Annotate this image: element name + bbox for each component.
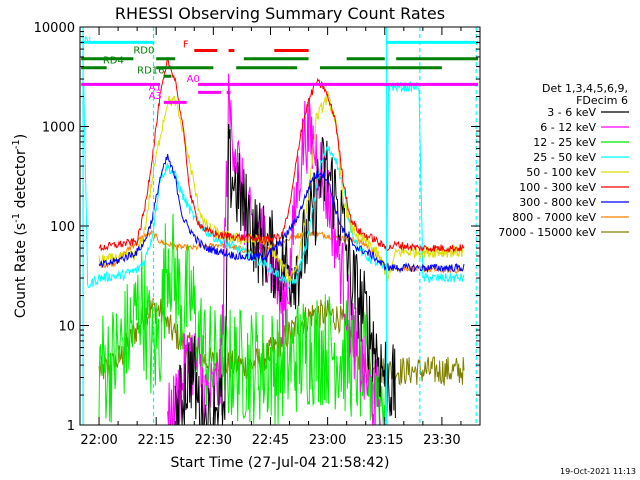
series-line [98,153,465,274]
y-axis-label-part: detector [13,149,29,213]
status-label: A0 [187,74,200,85]
legend-entry-label: 25 - 50 keV [533,151,596,164]
series-line [98,57,465,254]
timestamp: 19-Oct-2021 11:13 [560,467,636,476]
series-line [83,81,465,290]
y-axis-label-part: ) [13,134,29,139]
status-label: RD4 [103,55,124,66]
y-tick-label: 10000 [34,21,75,36]
chart-title: RHESSI Observing Summary Count Rates [115,4,445,23]
legend-entry-label: 50 - 100 keV [526,166,596,179]
series-line [167,73,381,426]
data-series [83,57,465,426]
series-line [98,213,388,426]
legend-entry-label: 100 - 300 keV [519,181,596,194]
status-label: N [84,36,91,47]
x-axis-label: Start Time (27-Jul-04 21:58:42) [170,455,389,471]
legend-entry-label: 300 - 800 keV [519,196,596,209]
x-tick-label: 22:30 [195,433,232,448]
status-label: A3 [149,91,162,102]
status-label: A1 [149,83,162,94]
status-label: RD0 [133,46,154,57]
y-axis-label-part: -1 [11,139,22,149]
status-label: F [183,40,189,51]
legend-header: FDecim 6 [576,94,628,107]
y-axis-label-part: Count Rate (s [13,223,29,318]
x-tick-label: 23:15 [366,433,403,448]
legend-entry-label: 7000 - 15000 keV [498,226,596,239]
legend-header: Det 1,3,4,5,6,9, [542,82,628,95]
y-tick-label: 1 [67,419,75,434]
y-axis-label-part: -1 [11,213,22,223]
axes: 22:00 22:15 22:30 22:45 23:00 23:15 23:30 1 10 10… [34,21,481,448]
y-axis-label: Count Rate (s-1 detector-1) [11,134,29,318]
y-tick-label: 1000 [42,121,75,136]
y-tick-label: 10 [58,320,75,335]
legend-entry-label: 3 - 6 keV [547,106,596,119]
x-tick-label: 22:00 [80,433,117,448]
x-tick-label: 22:15 [137,433,174,448]
legend-entry-label: 12 - 25 keV [533,136,596,149]
x-tick-label: 22:45 [252,433,289,448]
y-tick-label: 100 [50,220,75,235]
series-line [98,297,465,386]
legend-entry-label: 6 - 12 keV [540,121,596,134]
legend-entry-label: 800 - 7000 keV [512,211,596,224]
status-label: RD16 [137,66,164,77]
x-tick-label: 23:30 [423,433,460,448]
legend: Det 1,3,4,5,6,9,FDecim 63 - 6 keV 6 - 12 … [498,82,629,239]
x-tick-label: 23:00 [309,433,346,448]
